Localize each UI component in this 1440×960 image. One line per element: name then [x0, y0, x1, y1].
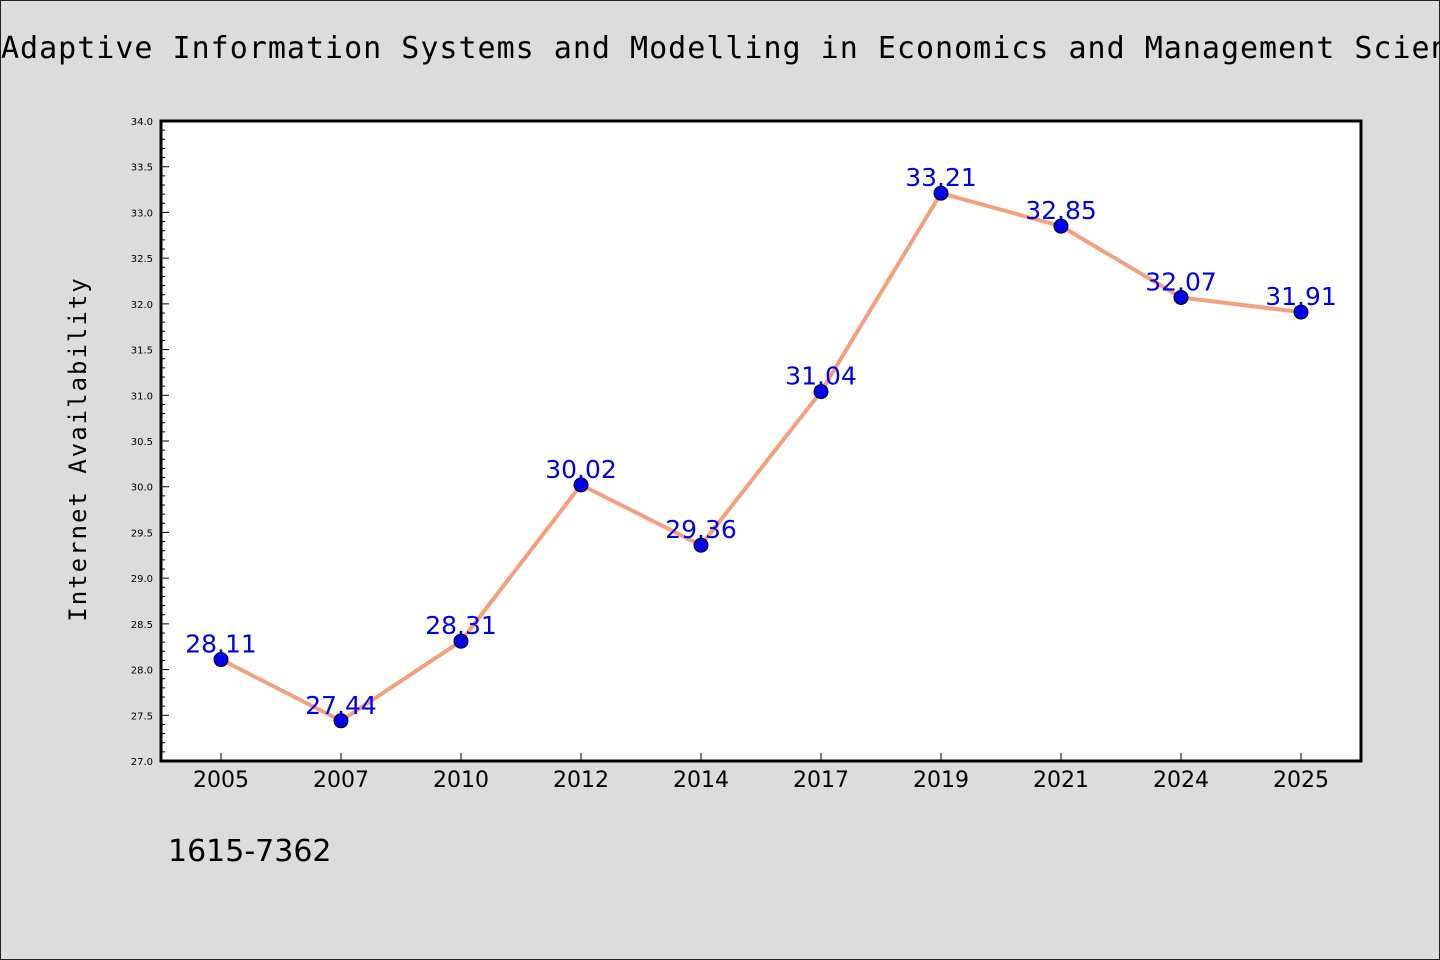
- data-point: [1293, 304, 1309, 320]
- data-point: [453, 633, 469, 649]
- data-points: [213, 185, 1309, 729]
- y-tick-label: 28.5: [131, 620, 153, 631]
- x-tick-label: 2005: [193, 768, 249, 793]
- plot-frame: [159, 119, 1363, 763]
- data-label: 29.36: [665, 515, 737, 544]
- y-axis-label: Internet Availability: [64, 276, 92, 621]
- footnote: 1615-7362: [168, 834, 332, 869]
- y-tick-label: 29.0: [131, 574, 153, 585]
- x-tick-label: 2007: [313, 768, 369, 793]
- y-tick-label: 33.0: [131, 208, 153, 219]
- data-label: 30.02: [545, 455, 617, 484]
- data-label: 28.11: [185, 630, 257, 659]
- data-label: 33.21: [905, 163, 977, 192]
- y-tick-label: 30.0: [131, 483, 153, 494]
- y-tick-label: 30.5: [131, 437, 153, 448]
- data-labels: 28.11 27.44 28.31 30.02 29.36 31.04 33.21 32.85…: [185, 163, 1337, 720]
- series-line: [220, 191, 1302, 723]
- x-tick-label: 2014: [673, 768, 729, 793]
- x-tick-label: 2010: [433, 768, 489, 793]
- data-label: 28.31: [425, 611, 497, 640]
- y-tick-label: 31.0: [131, 391, 153, 402]
- data-label: 31.91: [1265, 282, 1337, 311]
- data-point: [693, 537, 709, 553]
- y-tick-label: 27.5: [131, 711, 153, 722]
- data-label: 32.07: [1145, 267, 1217, 296]
- x-axis: 2005 2007 2010 2012 2014 2017 2019 2021 2024 2025: [193, 753, 1329, 793]
- y-tick-label: 28.0: [131, 666, 153, 677]
- x-tick-label: 2024: [1153, 768, 1209, 793]
- data-label: 31.04: [785, 362, 857, 391]
- y-tick-label: 27.0: [131, 757, 153, 768]
- data-point: [1173, 289, 1189, 305]
- y-tick-label: 31.5: [131, 346, 153, 357]
- data-point: [933, 185, 949, 201]
- data-point: [573, 477, 589, 493]
- data-label: 27.44: [305, 691, 377, 720]
- data-point: [213, 652, 229, 668]
- data-label: 32.85: [1025, 196, 1097, 225]
- x-tick-label: 2021: [1033, 768, 1089, 793]
- data-point: [813, 384, 829, 400]
- y-tick-label: 33.5: [131, 163, 153, 174]
- data-point: [1053, 218, 1069, 234]
- x-tick-label: 2025: [1273, 768, 1329, 793]
- y-tick-label: 32.5: [131, 254, 153, 265]
- chart-title: Adaptive Information Systems and Modelli…: [1, 31, 1440, 66]
- x-tick-label: 2012: [553, 768, 609, 793]
- y-tick-label: 34.0: [131, 117, 153, 128]
- x-tick-label: 2019: [913, 768, 969, 793]
- plot-area: [161, 121, 1361, 761]
- y-tick-label: 32.0: [131, 300, 153, 311]
- x-tick-label: 2017: [793, 768, 849, 793]
- y-tick-label: 29.5: [131, 528, 153, 539]
- data-point: [333, 713, 349, 729]
